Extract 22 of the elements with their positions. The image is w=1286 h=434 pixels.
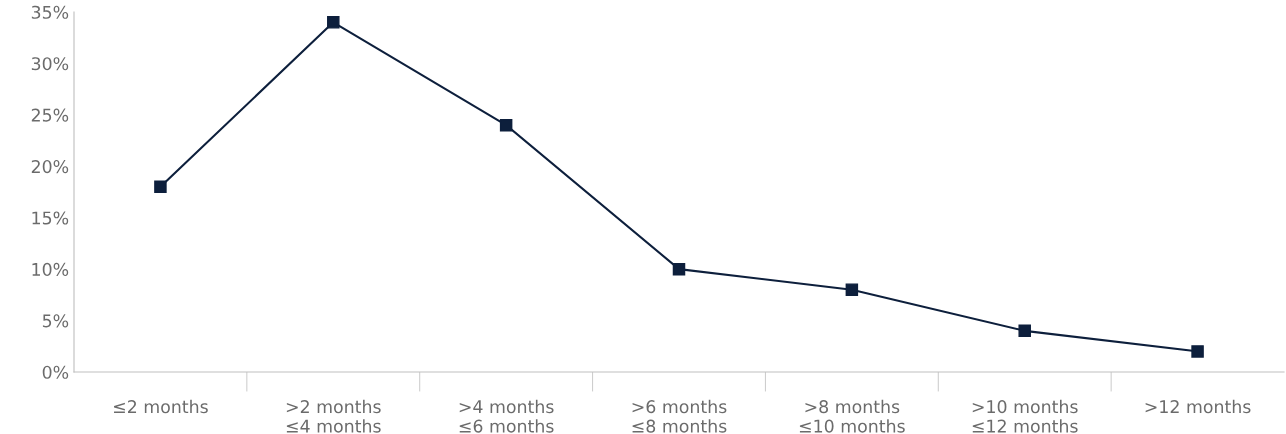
point — [1191, 345, 1204, 358]
point — [154, 180, 167, 194]
point — [845, 283, 859, 296]
y-tick-label: 30% — [31, 57, 69, 71]
y-tick-label: 15% — [32, 211, 69, 225]
point — [672, 262, 686, 276]
x-tick-label: ≤2 months — [114, 399, 208, 414]
point — [1018, 324, 1031, 338]
point — [327, 16, 340, 29]
x-tick-label: >8 months ≤10 months — [799, 399, 905, 433]
y-tick-label: 5% — [42, 314, 69, 328]
point — [499, 118, 513, 132]
y-tick-label: 35% — [31, 5, 69, 19]
x-tick-label: >2 months ≤4 months — [286, 399, 381, 433]
y-tick-label: 20% — [31, 160, 69, 174]
x-tick-label: >12 months — [1145, 399, 1251, 414]
x-tick-label: >10 months ≤12 months — [972, 399, 1078, 433]
x-tick-label: >4 months ≤6 months — [459, 399, 554, 433]
x-tick-label: >6 months ≤8 months — [632, 399, 727, 433]
y-tick-label: 10% — [32, 262, 69, 276]
y-tick-label: 0% — [42, 365, 69, 379]
y-tick-label: 25% — [31, 108, 69, 122]
